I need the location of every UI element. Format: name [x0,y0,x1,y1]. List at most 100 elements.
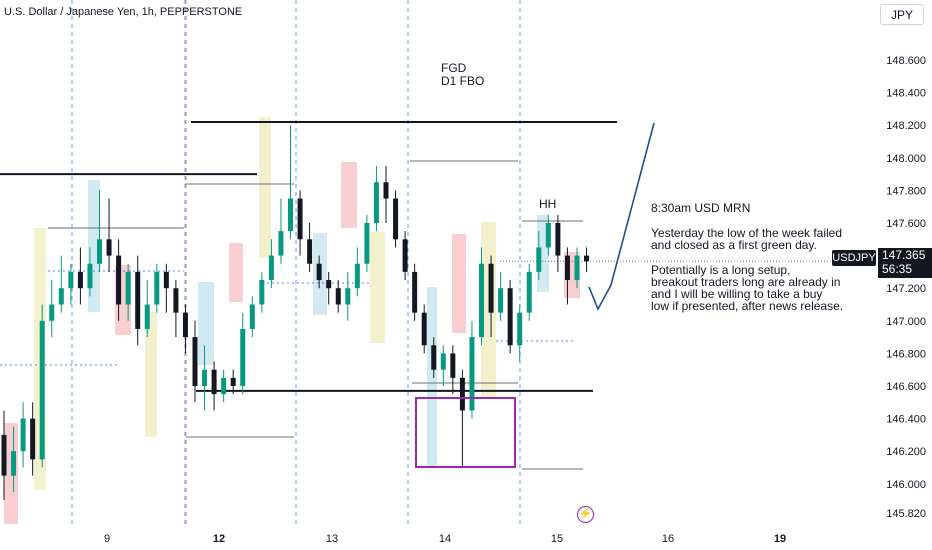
y-tick-label: 148.400 [886,88,926,100]
candle [144,280,150,338]
x-tick-label: 16 [662,533,674,545]
candle [574,247,580,289]
candle [202,345,208,411]
fbo-label: D1 FBO [441,74,485,88]
candle [440,345,446,386]
session-box [259,117,271,258]
candle [259,271,265,313]
candle [297,190,303,256]
candle [469,320,475,419]
y-tick-label: 147.600 [886,218,926,230]
y-tick-label: 147.200 [886,283,926,295]
candle [450,345,456,395]
session-box [145,312,157,437]
fbo-zone-box [415,397,516,468]
drawings [415,122,655,468]
y-tick-label: 146.000 [886,479,926,491]
candle [307,223,313,272]
candle [288,125,293,240]
candle [182,304,188,354]
candle [30,402,36,476]
candle [173,280,179,338]
y-tick-label: 146.600 [886,381,926,393]
x-tick-label: 13 [326,533,338,545]
candle [97,190,102,272]
y-tick-label: 147.000 [886,316,926,328]
candle [49,280,55,338]
candle [335,280,341,313]
candle [421,304,427,354]
candle [87,247,93,297]
candle [517,304,523,362]
bar-countdown: 56:35 [882,262,913,276]
candle [555,214,561,272]
chart-title: U.S. Dollar / Japanese Yen, 1h, PEPPERST… [4,6,243,18]
candle [412,263,418,321]
time-axis: 9 12 13 14 15 16 19 [104,533,786,545]
y-tick-label: 146.800 [886,348,926,360]
candle [135,255,141,346]
candles [1,125,590,501]
candle [211,361,217,411]
candle [383,165,389,223]
session-box [452,234,466,333]
last-price-tag: 147.365 56:35 [878,248,932,278]
candle [364,214,370,272]
candle [154,263,160,313]
candle [536,231,542,281]
note-line: Potentially is a long setup, [651,262,791,277]
x-tick-label: 14 [439,533,451,545]
candle [498,271,504,321]
projection-path [588,122,655,311]
candle [373,165,379,232]
x-tick-label: 12 [213,533,225,545]
candle [77,247,83,305]
session-box [4,423,18,524]
note-line: low if presented, after news release. [651,299,844,314]
candle [249,296,255,338]
session-box [341,162,357,228]
fgd-label: FGD [441,61,467,75]
candle [564,247,570,305]
candle [507,280,513,354]
candle [58,255,64,313]
candle [240,312,246,395]
candle [326,271,332,305]
note-line: and I will be willing to take a buy [651,287,823,302]
candle [402,231,408,281]
candle [163,263,169,313]
price-axis: 148.600 148.400 148.200 148.000 147.800 147.6… [886,55,926,520]
candle [316,255,322,289]
candle [354,247,360,297]
currency-selector[interactable]: JPY [880,4,924,25]
y-tick-label: 145.820 [886,508,926,520]
tradingview-logo[interactable]: ⚡ [577,506,594,523]
candle [106,198,112,272]
candle [479,247,484,346]
candle [459,369,465,468]
note-line: Yesterday the low of the week failed [651,225,843,240]
x-tick-label: 15 [551,533,563,545]
session-highlights [4,117,580,524]
candle [345,271,351,321]
y-tick-label: 148.000 [886,153,926,165]
candle [192,320,198,403]
y-tick-label: 146.200 [886,446,926,458]
candle [68,263,74,305]
y-tick-label: 147.800 [886,185,926,197]
note-line: and closed as a first green day. [651,237,817,252]
candle [39,304,45,468]
session-box [198,282,214,365]
note-line: breakout traders long are already in [651,274,841,289]
candle [230,369,236,395]
y-tick-label: 148.200 [886,120,926,132]
note-line: 8:30am USD MRN [651,201,751,215]
y-tick-label: 148.600 [886,55,926,67]
candle [116,239,122,321]
hh-label: HH [539,197,557,211]
candle [1,410,7,501]
symbol-tag: USDJPY [832,250,876,266]
candle [278,198,284,264]
level-lines [0,120,878,470]
